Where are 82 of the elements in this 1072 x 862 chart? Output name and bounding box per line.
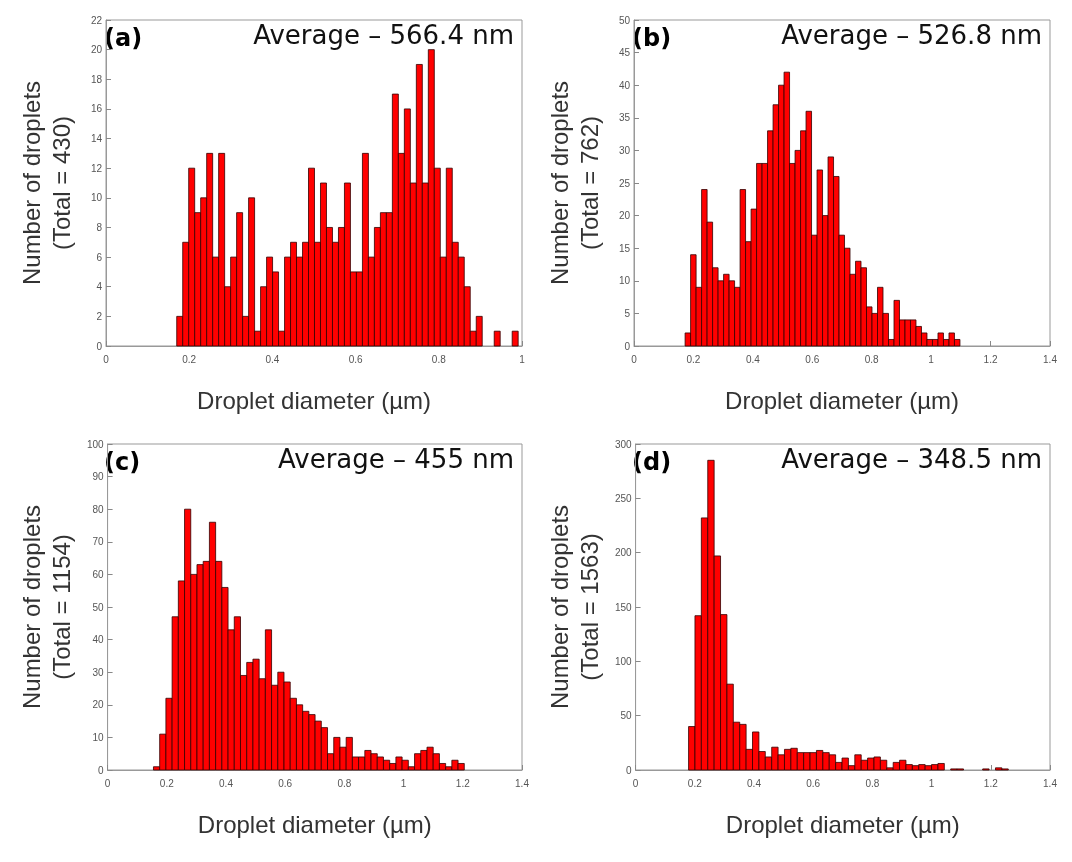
annotation: Average – 455 nm — [278, 444, 515, 474]
y-tick-label: 80 — [92, 503, 105, 515]
x-tick-label: 0.8 — [337, 777, 352, 789]
y-axis-title: Number of droplets (Total = 1563) — [545, 504, 603, 710]
x-axis-title: Droplet diameter (µm) — [197, 810, 432, 838]
annotation: Average – 566.4 nm — [253, 20, 515, 50]
y-tick-label: 5 — [624, 307, 631, 319]
y-tick-label: 14 — [90, 133, 103, 145]
x-tick-label: 0.2 — [159, 777, 175, 789]
x-tick-label: 1.4 — [1043, 777, 1058, 789]
x-tick-label: 1 — [400, 777, 407, 789]
x-tick-label: 1.2 — [455, 777, 471, 789]
y-tick-label: 20 — [618, 210, 631, 222]
x-tick-label: 1 — [928, 777, 935, 789]
y-axis-title: Number of droplets (Total = 1154) — [17, 504, 75, 710]
y-tick-label: 50 — [618, 14, 631, 26]
x-tick-label: 0.2 — [182, 353, 197, 365]
x-tick-label: 0.8 — [864, 353, 880, 365]
y-tick-label: 25 — [618, 177, 631, 189]
x-tick-label: 0.8 — [865, 777, 880, 789]
annotation: Average – 348.5 nm — [781, 444, 1043, 474]
y-tick-label: 150 — [614, 601, 633, 613]
x-tick-label: 0.6 — [805, 353, 820, 365]
x-tick-label: 0.4 — [265, 353, 280, 365]
y-axis-title: Number of droplets (Total = 762) — [545, 80, 603, 286]
y-tick-label: 300 — [614, 438, 633, 450]
chart-title: (b) — [632, 24, 672, 52]
x-tick-label: 0.2 — [686, 353, 701, 365]
y-tick-label: 10 — [92, 731, 105, 743]
x-tick-label: 1 — [928, 353, 935, 365]
annotation: Average – 526.8 nm — [781, 20, 1043, 50]
y-tick-label: 0 — [626, 764, 633, 776]
x-tick-label: 0.4 — [745, 353, 761, 365]
y-tick-label: 50 — [92, 601, 105, 613]
y-tick-label: 20 — [92, 699, 105, 711]
y-tick-label: 70 — [92, 536, 105, 548]
y-tick-label: 100 — [614, 655, 633, 667]
y-tick-label: 20 — [90, 44, 103, 56]
x-tick-label: 1.4 — [515, 777, 530, 789]
y-tick-label: 15 — [618, 242, 631, 254]
x-tick-label: 0.2 — [687, 777, 703, 789]
y-tick-label: 0 — [624, 340, 631, 352]
x-tick-label: 0.6 — [348, 353, 363, 365]
y-tick-label: 10 — [618, 275, 631, 287]
y-tick-label: 22 — [90, 14, 103, 26]
y-tick-label: 40 — [618, 79, 631, 91]
x-tick-label: 1 — [519, 353, 526, 365]
y-tick-label: 6 — [96, 251, 103, 263]
y-tick-label: 90 — [92, 471, 105, 483]
y-axis-title: Number of droplets (Total = 430) — [17, 80, 75, 286]
x-axis-title: Droplet diameter (µm) — [725, 386, 959, 414]
x-tick-label: 0.6 — [278, 777, 293, 789]
x-axis-title: Droplet diameter (µm) — [197, 386, 431, 414]
x-tick-label: 1.4 — [1043, 353, 1058, 365]
y-tick-label: 0 — [98, 764, 105, 776]
y-tick-label: 100 — [86, 438, 105, 450]
y-tick-label: 250 — [614, 492, 633, 504]
y-tick-label: 10 — [90, 192, 103, 204]
chart-title: (a) — [104, 24, 143, 52]
y-tick-label: 4 — [96, 281, 103, 293]
x-tick-label: 1.2 — [983, 777, 999, 789]
y-tick-label: 0 — [96, 340, 103, 352]
y-tick-label: 50 — [620, 710, 633, 722]
chart-title: (d) — [632, 448, 672, 476]
x-tick-label: 0.8 — [431, 353, 447, 365]
y-tick-label: 30 — [618, 144, 631, 156]
x-tick-label: 0.4 — [747, 777, 762, 789]
y-tick-label: 60 — [92, 568, 105, 580]
y-tick-label: 45 — [618, 47, 631, 59]
x-tick-label: 0.4 — [219, 777, 234, 789]
y-tick-label: 18 — [90, 73, 103, 85]
y-tick-label: 12 — [90, 162, 103, 174]
y-tick-label: 8 — [96, 221, 103, 233]
y-tick-label: 40 — [92, 634, 105, 646]
y-tick-label: 2 — [96, 310, 103, 322]
y-tick-label: 35 — [618, 112, 631, 124]
x-axis-title: Droplet diameter (µm) — [725, 810, 960, 838]
y-tick-label: 30 — [92, 666, 105, 678]
x-tick-label: 1.2 — [983, 353, 998, 365]
x-tick-label: 0.6 — [806, 777, 821, 789]
y-tick-label: 16 — [90, 103, 103, 115]
y-tick-label: 200 — [614, 547, 633, 559]
